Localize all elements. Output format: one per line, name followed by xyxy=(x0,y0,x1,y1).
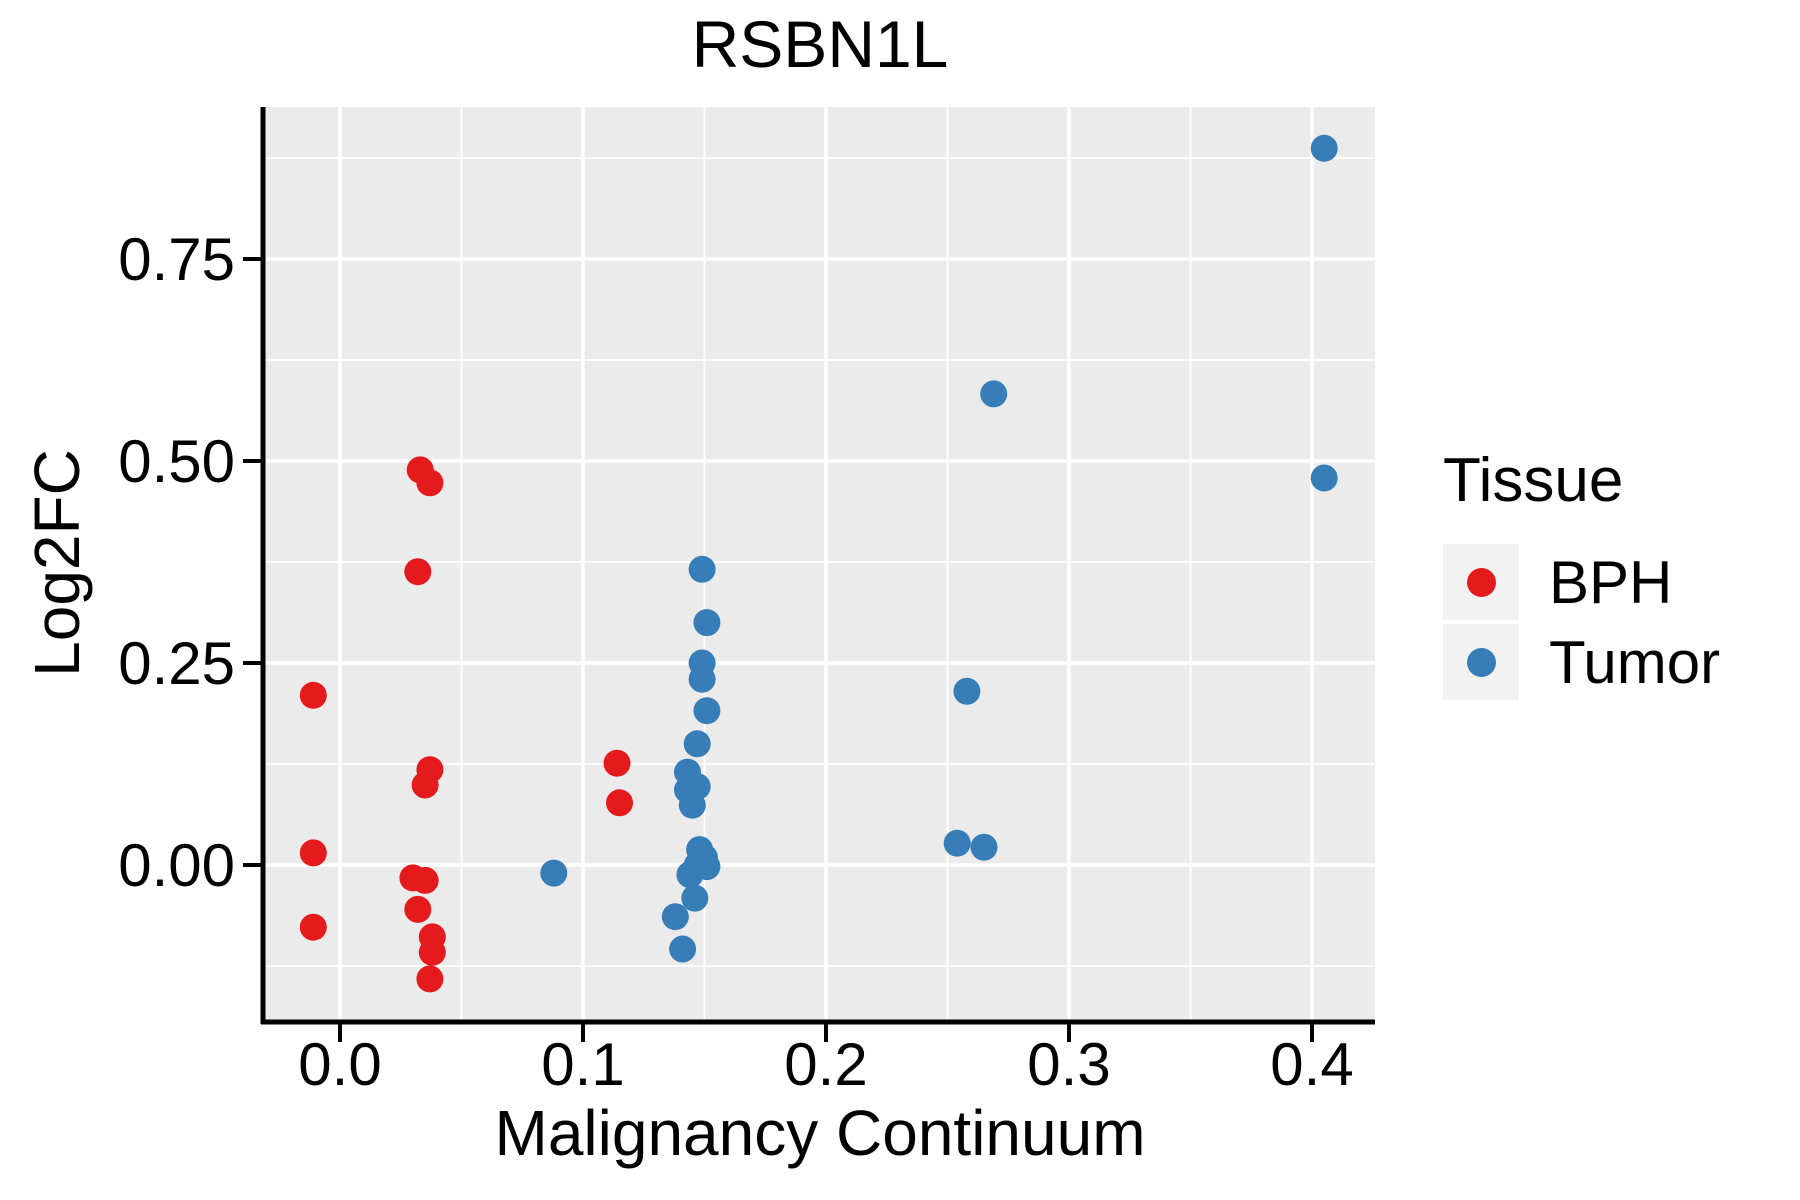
data-point-bph xyxy=(404,895,432,923)
legend-item-tumor: Tumor xyxy=(1443,624,1783,700)
data-point-bph xyxy=(404,558,432,586)
legend-label-tumor: Tumor xyxy=(1549,628,1721,696)
y-tick-label: 0.00 xyxy=(118,832,235,899)
x-tick-label: 0.0 xyxy=(298,1031,381,1098)
plot-title: RSBN1L xyxy=(691,7,949,81)
data-point-tumor xyxy=(683,730,711,758)
x-tick-label: 0.3 xyxy=(1027,1031,1110,1098)
data-point-tumor xyxy=(970,833,998,861)
x-tick-label: 0.2 xyxy=(784,1031,867,1098)
data-point-tumor xyxy=(688,665,716,693)
data-point-bph xyxy=(299,681,327,709)
bph-dot-icon xyxy=(1466,567,1496,597)
y-tick-label: 0.25 xyxy=(118,630,235,697)
data-point-bph xyxy=(416,965,444,993)
y-tick-label: 0.75 xyxy=(118,226,235,293)
legend: Tissue BPH Tumor xyxy=(1443,445,1783,704)
data-point-tumor xyxy=(953,677,981,705)
legend-label-bph: BPH xyxy=(1549,548,1673,616)
data-point-tumor xyxy=(678,791,706,819)
tumor-dot-icon xyxy=(1466,647,1496,677)
legend-key-box xyxy=(1443,544,1519,620)
y-tick-label: 0.50 xyxy=(118,428,235,495)
data-point-tumor xyxy=(980,380,1008,408)
data-point-tumor xyxy=(1310,134,1338,162)
data-point-tumor xyxy=(676,861,704,889)
x-axis-title: Malignancy Continuum xyxy=(494,1097,1146,1169)
data-point-tumor xyxy=(688,555,716,583)
legend-item-bph: BPH xyxy=(1443,544,1783,620)
x-tick-label: 0.4 xyxy=(1270,1031,1353,1098)
data-point-bph xyxy=(603,749,631,777)
y-axis-title: Log2FC xyxy=(21,449,93,677)
data-point-tumor xyxy=(669,935,697,963)
data-point-bph xyxy=(418,938,446,966)
data-point-bph xyxy=(299,839,327,867)
data-point-bph xyxy=(606,789,633,817)
data-point-tumor xyxy=(693,697,721,725)
data-point-tumor xyxy=(1310,464,1338,492)
data-point-tumor xyxy=(943,829,971,857)
data-point-bph xyxy=(416,469,444,497)
data-point-bph xyxy=(411,866,439,894)
data-point-tumor xyxy=(681,884,709,912)
legend-title: Tissue xyxy=(1443,446,1624,515)
data-point-tumor xyxy=(661,903,689,931)
data-point-bph xyxy=(299,913,327,941)
x-tick-label: 0.1 xyxy=(541,1031,624,1098)
data-point-tumor xyxy=(693,609,721,637)
data-point-tumor xyxy=(540,859,568,887)
legend-key-box xyxy=(1443,624,1519,700)
data-point-bph xyxy=(411,771,439,799)
